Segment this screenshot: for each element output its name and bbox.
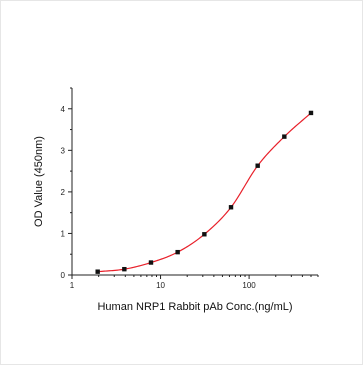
x-ticks: 1 10 100 xyxy=(70,275,319,290)
data-point xyxy=(308,110,314,116)
y-tick-label: 0 xyxy=(61,271,66,280)
y-ticks: 0 1 2 3 4 xyxy=(61,87,72,280)
data-points xyxy=(95,110,314,274)
data-point xyxy=(148,260,154,265)
data-point xyxy=(228,205,234,210)
fit-curve xyxy=(97,112,312,273)
data-point xyxy=(282,134,287,139)
data-point xyxy=(122,266,127,272)
y-tick-label: 4 xyxy=(61,105,66,114)
axes xyxy=(71,88,318,276)
x-tick-label: 100 xyxy=(242,281,256,290)
x-tick-label: 1 xyxy=(70,281,75,290)
x-axis-title: Human NRP1 Rabbit pAb Conc.(ng/mL) xyxy=(97,301,292,313)
y-tick-label: 1 xyxy=(61,229,66,238)
data-point xyxy=(255,163,260,168)
y-tick-label: 2 xyxy=(61,188,66,197)
y-axis-title: OD Value (450nm) xyxy=(33,136,45,227)
data-point xyxy=(202,232,207,237)
data-point xyxy=(175,249,180,255)
data-point xyxy=(95,269,100,274)
y-tick-label: 3 xyxy=(61,146,66,155)
fit-curve-group xyxy=(97,112,312,273)
x-tick-label: 10 xyxy=(156,281,165,290)
